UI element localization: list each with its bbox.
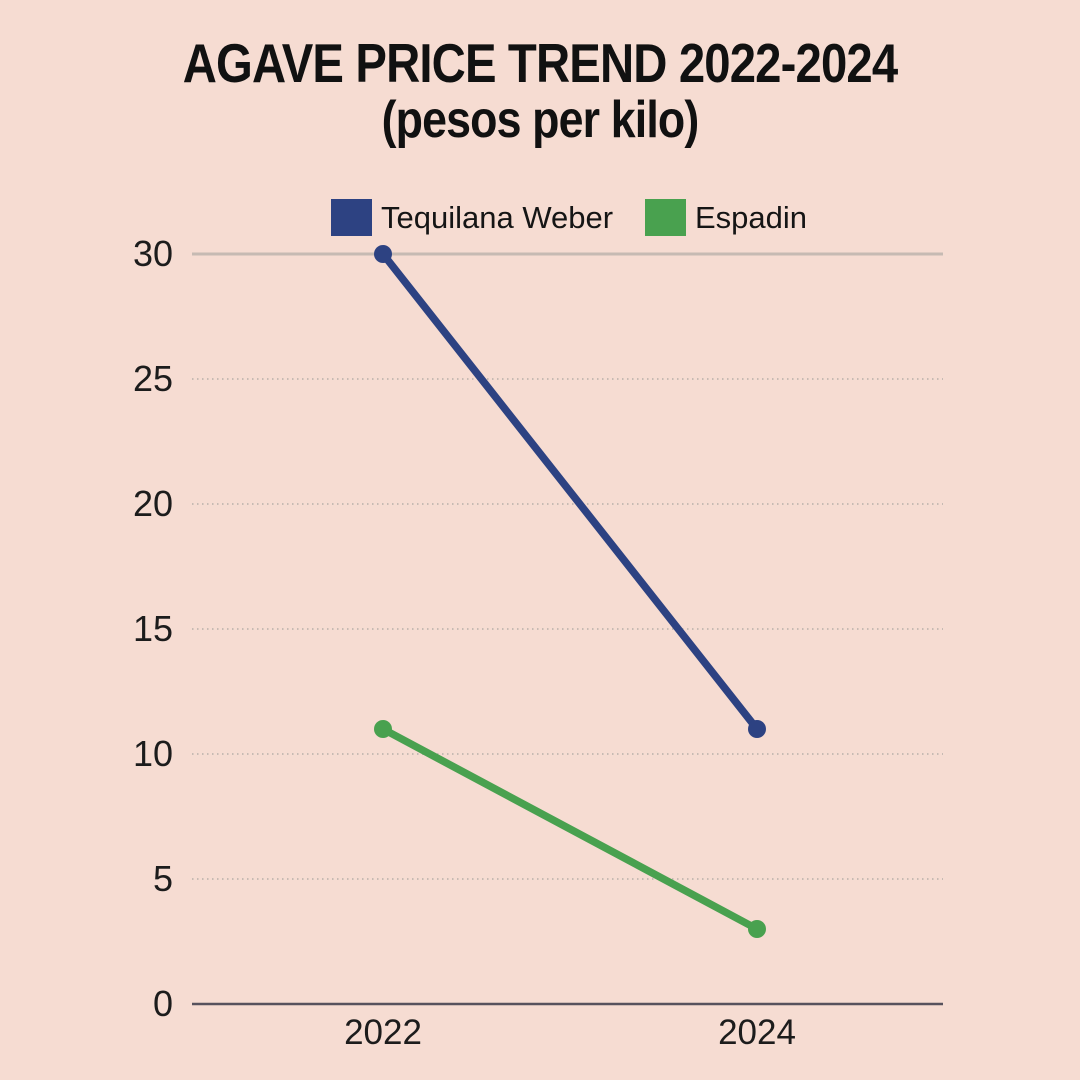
data-point-espadin <box>374 720 392 738</box>
y-axis-tick-label: 30 <box>132 233 173 274</box>
y-axis-tick-label: 25 <box>132 358 173 399</box>
legend-label: Espadin <box>695 199 808 235</box>
y-axis-tick-label: 10 <box>132 733 173 774</box>
legend-item-tequilana-weber: Tequilana Weber <box>331 199 613 236</box>
series-line-tequilana-weber <box>379 250 761 733</box>
series-line-espadin <box>379 725 761 933</box>
chart-title: AGAVE PRICE TREND 2022-2024 <box>182 32 898 94</box>
legend-item-espadin: Espadin <box>645 199 807 236</box>
y-axis-tick-label: 5 <box>152 858 173 899</box>
chart-subtitle: (pesos per kilo) <box>381 91 700 149</box>
legend-swatch-espadin <box>645 199 686 236</box>
chart-title-block: AGAVE PRICE TREND 2022-2024 (pesos per k… <box>0 34 1080 148</box>
x-axis-tick-label: 2024 <box>718 1013 796 1052</box>
x-axis-tick-label: 2022 <box>344 1013 422 1052</box>
y-axis-tick-label: 15 <box>132 608 173 649</box>
legend-swatch-tequilana-weber <box>331 199 372 236</box>
y-axis-tick-label: 20 <box>132 483 173 524</box>
data-point-tequilana-weber <box>748 720 766 738</box>
data-point-tequilana-weber <box>374 245 392 263</box>
legend-label: Tequilana Weber <box>381 199 614 235</box>
y-axis-tick-label: 0 <box>152 983 173 1024</box>
data-point-espadin <box>748 920 766 938</box>
